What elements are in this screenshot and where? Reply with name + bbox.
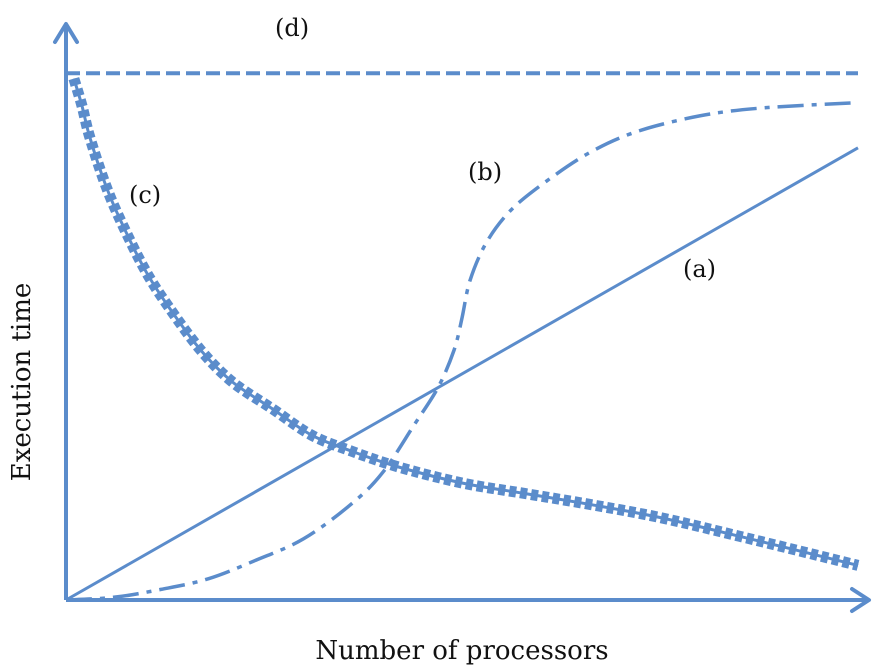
y-axis-arrowhead <box>53 22 79 44</box>
series-label-d: (d) <box>275 14 309 42</box>
series-label-b: (b) <box>468 158 502 186</box>
series-line-a <box>65 146 859 602</box>
series-line-c-inner <box>72 78 859 567</box>
series-line-b <box>65 100 859 602</box>
series-layer <box>65 71 860 602</box>
series-line-c <box>68 77 860 571</box>
series-label-a: (a) <box>683 255 716 283</box>
y-axis-label: Execution time <box>7 283 37 482</box>
series-label-c: (c) <box>129 181 161 209</box>
x-axis-arrowhead <box>850 587 871 613</box>
x-axis-label: Number of processors <box>315 636 608 666</box>
